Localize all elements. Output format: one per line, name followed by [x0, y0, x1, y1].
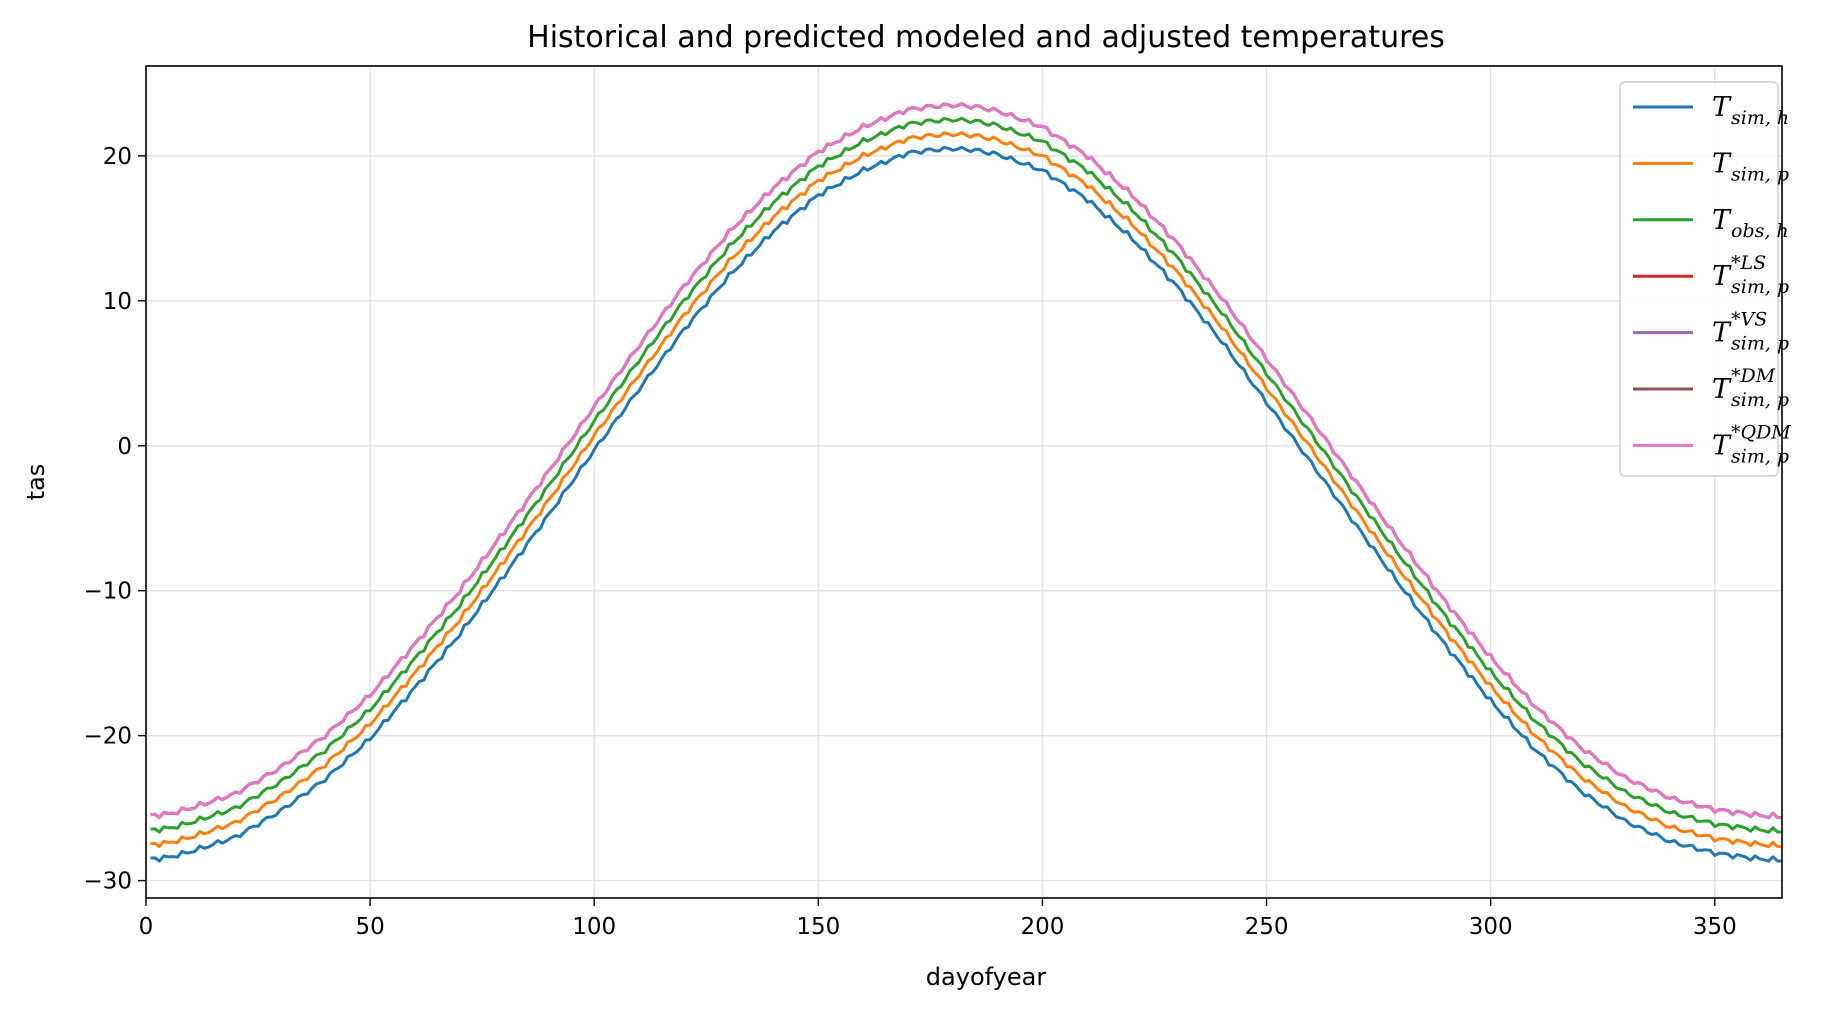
y-axis-label: tas — [22, 464, 50, 501]
series-lines — [150, 102, 1783, 863]
legend: Tsim, h Tsim, p Tobs, h T*LS sim, p T*VS sim, … — [1619, 81, 1791, 477]
grid — [145, 66, 1782, 898]
x-tick-label: 0 — [139, 914, 154, 940]
x-axis-label: dayofyear — [926, 963, 1047, 991]
x-axis: 0 50 100 150 200 250 300 350 — [139, 898, 1737, 940]
x-tick-label: 200 — [1020, 914, 1064, 940]
series-line — [150, 131, 1783, 849]
legend-box — [1619, 81, 1779, 477]
y-tick-label: 10 — [103, 289, 132, 315]
legend-label: Tsim, p — [1712, 148, 1789, 185]
legend-label: T*QDM sim, p — [1712, 421, 1791, 467]
legend-label: T*DM sim, p — [1712, 365, 1789, 411]
legend-label: T*LS sim, p — [1712, 252, 1789, 298]
legend-label: Tsim, h — [1712, 92, 1789, 129]
x-tick-label: 50 — [355, 914, 384, 940]
series-line — [150, 102, 1783, 820]
series-line — [150, 116, 1783, 834]
y-tick-label: −10 — [83, 579, 132, 605]
y-tick-label: −20 — [83, 724, 132, 750]
chart-title: Historical and predicted modeled and adj… — [527, 20, 1445, 55]
y-tick-label: −30 — [83, 869, 132, 895]
x-tick-label: 100 — [572, 914, 616, 940]
x-tick-label: 300 — [1469, 914, 1513, 940]
legend-label: Tobs, h — [1712, 205, 1789, 242]
plot-frame — [145, 65, 1783, 899]
x-tick-label: 250 — [1245, 914, 1289, 940]
legend-label: T*VS sim, p — [1712, 309, 1789, 355]
y-tick-label: 0 — [117, 434, 132, 460]
x-tick-label: 150 — [796, 914, 840, 940]
y-axis: −30 −20 −10 0 10 20 — [83, 144, 146, 895]
y-tick-label: 20 — [103, 144, 132, 170]
x-tick-label: 350 — [1693, 914, 1737, 940]
series-line — [150, 145, 1783, 863]
